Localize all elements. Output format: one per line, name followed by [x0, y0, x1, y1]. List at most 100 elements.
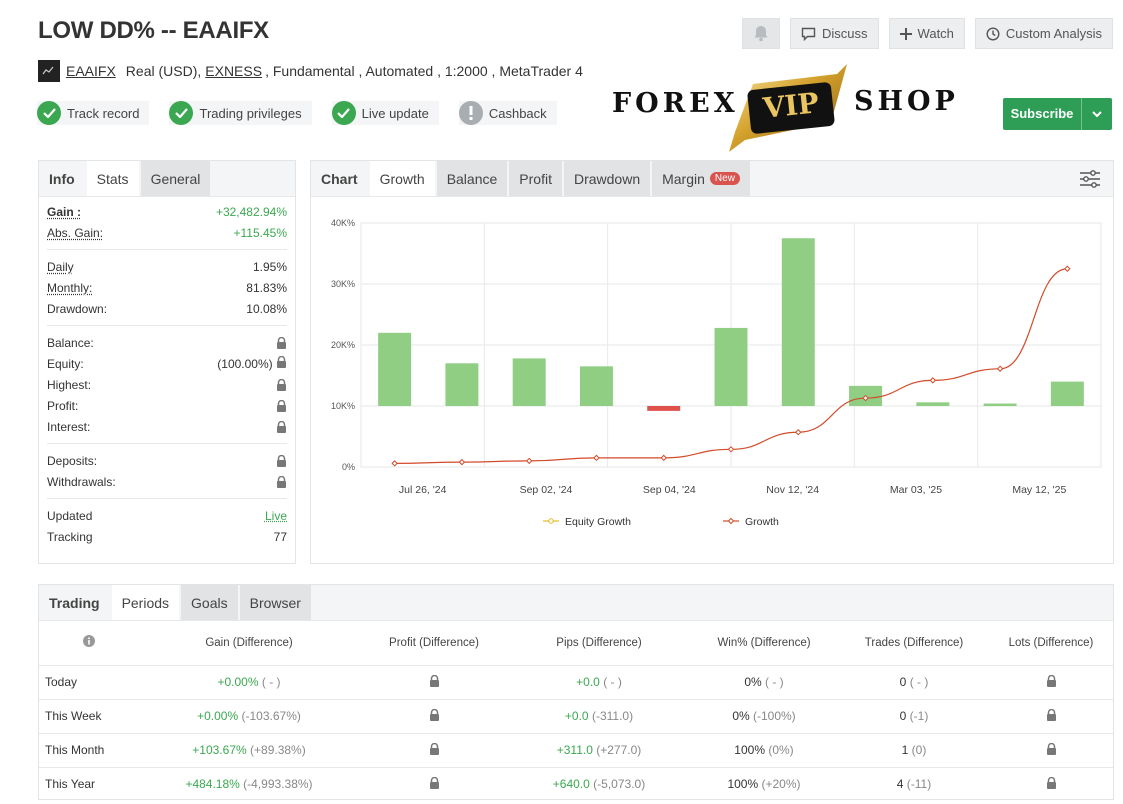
table-row: Today +0.00% ( - ) +0.0 ( - ) 0% ( - ) 0 ( -…	[39, 664, 1113, 699]
tab-margin[interactable]: Margin New	[652, 161, 750, 196]
pips-diff: (-5,073.0)	[593, 777, 646, 792]
deposits-label: Deposits:	[47, 453, 98, 468]
growth-bar	[445, 363, 479, 406]
badge-cashback[interactable]: Cashback	[458, 101, 557, 125]
x-tick-label: Jul 26, '24	[399, 484, 447, 496]
y-tick-label: 10K%	[331, 401, 355, 411]
bell-icon	[754, 26, 768, 42]
system-link[interactable]: EAAIFX	[66, 63, 116, 79]
growth-point	[458, 458, 466, 466]
badges: Track record Trading privileges Live upd…	[37, 101, 557, 125]
gain-cell: +0.00%	[217, 675, 259, 689]
growth-bar	[579, 366, 613, 406]
tab-drawdown[interactable]: Drawdown	[563, 161, 651, 196]
chart-panel: Chart Growth Balance Profit Drawdown Mar…	[310, 160, 1114, 564]
trades-cell: 0	[899, 709, 907, 723]
growth-bar	[378, 332, 412, 406]
legend-equity-marker	[548, 518, 554, 524]
equity-label: Equity:	[47, 356, 84, 371]
highest-label: Highest:	[47, 377, 92, 392]
tab-growth[interactable]: Growth	[369, 161, 435, 196]
lock-icon	[429, 708, 439, 721]
info-panel: Info Stats General Gain : +32,482.94% Abs…	[38, 160, 296, 564]
info-icon[interactable]	[83, 635, 95, 648]
lock-icon	[277, 475, 286, 488]
updated-value[interactable]: Live	[264, 508, 287, 523]
abs-gain-label[interactable]: Abs. Gain:	[47, 225, 104, 240]
win-diff: (-100%)	[753, 709, 796, 723]
broker-link[interactable]: EXNESS	[205, 63, 263, 79]
balance-label: Balance:	[47, 335, 94, 350]
exclamation-icon	[458, 101, 483, 125]
info-tabs: Info Stats General	[39, 161, 295, 197]
tab-browser[interactable]: Browser	[239, 585, 311, 620]
badge-trading-privileges[interactable]: Trading privileges	[169, 101, 312, 125]
gain-diff: (-4,993.38%)	[243, 777, 313, 792]
tab-balance[interactable]: Balance	[436, 161, 508, 196]
col-pips: Pips (Difference)	[556, 636, 642, 649]
growth-point	[1064, 265, 1071, 272]
tab-stats[interactable]: Stats	[86, 161, 139, 196]
watch-button[interactable]: Watch	[888, 18, 965, 49]
growth-point	[525, 457, 533, 465]
gain-diff: ( - )	[261, 675, 281, 689]
x-tick-label: Sep 02, '24	[520, 484, 573, 496]
chevron-down-icon[interactable]	[1082, 110, 1112, 118]
trades-cell: 0	[899, 675, 907, 689]
abs-gain-value: +115.45%	[233, 225, 288, 240]
pips-diff: (-311.0)	[591, 709, 634, 723]
tab-trading[interactable]: Trading	[39, 585, 110, 620]
subscribe-button[interactable]: Subscribe	[1003, 98, 1112, 130]
plus-icon	[899, 27, 912, 40]
pips-cell: +311.0	[556, 743, 593, 757]
tab-info[interactable]: Info	[39, 161, 85, 196]
growth-point	[593, 454, 600, 462]
x-tick-label: May 12, '25	[1012, 484, 1066, 496]
trades-diff: ( - )	[909, 675, 929, 689]
notify-button[interactable]	[742, 18, 781, 49]
y-tick-label: 40K%	[331, 218, 355, 228]
x-tick-label: Sep 04, '24	[643, 484, 696, 496]
trades-diff: (0)	[911, 743, 927, 757]
new-badge: New	[709, 172, 740, 185]
period-label: Today	[39, 664, 139, 699]
growth-bar	[647, 406, 681, 411]
gain-label[interactable]: Gain :	[47, 204, 82, 219]
equity-value: (100.00%)	[217, 357, 273, 371]
account-info: EAAIFX Real (USD), EXNESS , Fundamental …	[38, 60, 583, 82]
clock-icon	[986, 26, 1000, 41]
badge-live-update[interactable]: Live update	[331, 101, 439, 125]
pips-cell: +0.0	[564, 709, 589, 723]
growth-bar	[714, 327, 748, 406]
growth-bar	[983, 403, 1017, 406]
custom-analysis-button[interactable]: Custom Analysis	[974, 18, 1113, 49]
tab-profit[interactable]: Profit	[509, 161, 562, 196]
lock-icon	[429, 674, 439, 687]
period-label: This Week	[39, 698, 139, 733]
check-icon	[169, 101, 194, 125]
growth-point	[795, 429, 802, 436]
tab-goals[interactable]: Goals	[181, 585, 238, 620]
lock-icon	[277, 356, 286, 368]
chart-settings-icon[interactable]	[1079, 170, 1101, 188]
discuss-button[interactable]: Discuss	[790, 18, 879, 49]
col-gain: Gain (Difference)	[205, 636, 293, 649]
chart-tabs: Chart Growth Balance Profit Drawdown Mar…	[311, 161, 1113, 197]
logo-word-center: VIP	[761, 86, 821, 125]
daily-value: 1.95%	[252, 259, 287, 274]
col-profit: Profit (Difference)	[389, 636, 479, 649]
custom-analysis-label: Custom Analysis	[1005, 26, 1102, 41]
tab-chart[interactable]: Chart	[311, 161, 368, 196]
gain-cell: +484.18%	[185, 777, 240, 792]
win-diff: (0%)	[768, 743, 794, 757]
badge-label: Trading privileges	[199, 105, 302, 121]
lock-icon	[277, 399, 286, 412]
discuss-label: Discuss	[822, 26, 868, 41]
tab-general[interactable]: General	[140, 161, 211, 196]
win-diff: ( - )	[765, 675, 784, 689]
tab-periods[interactable]: Periods	[111, 585, 180, 620]
badge-track-record[interactable]: Track record	[37, 101, 150, 125]
daily-label[interactable]: Daily	[47, 259, 74, 274]
monthly-label[interactable]: Monthly:	[47, 280, 93, 295]
account-type: Real (USD),	[125, 63, 202, 79]
